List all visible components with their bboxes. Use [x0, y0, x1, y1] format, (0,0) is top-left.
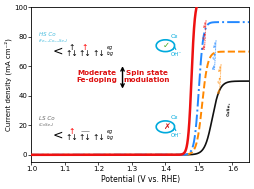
Text: Fe₀.₂Co₀.₈Se₂: Fe₀.₂Co₀.₈Se₂	[212, 38, 218, 69]
Text: HS Co: HS Co	[39, 33, 55, 37]
Text: ↑↓: ↑↓	[79, 49, 91, 58]
Text: (Fe₀.₂Co₀.₈Se₂): (Fe₀.₂Co₀.₈Se₂)	[39, 39, 68, 43]
Text: ↑↓: ↑↓	[79, 133, 91, 142]
Text: t₂g: t₂g	[107, 135, 114, 140]
Text: eg: eg	[107, 45, 113, 50]
Text: Spin state
modulation: Spin state modulation	[124, 70, 170, 83]
Text: Fe₀.₆Co₀.₄Se₂: Fe₀.₆Co₀.₄Se₂	[218, 62, 224, 93]
Text: ↑: ↑	[82, 43, 88, 52]
Text: <: <	[53, 44, 64, 57]
Text: ↑: ↑	[68, 127, 75, 136]
X-axis label: Potential (V vs. RHE): Potential (V vs. RHE)	[101, 175, 180, 184]
Text: ↑↓: ↑↓	[65, 133, 78, 142]
Text: OH⁻: OH⁻	[170, 52, 182, 57]
Text: ↑↓: ↑↓	[92, 133, 105, 142]
Text: <: <	[53, 128, 64, 141]
Text: ✗: ✗	[163, 122, 170, 131]
Text: ↑↓: ↑↓	[92, 49, 105, 58]
Text: Moderate
Fe-doping: Moderate Fe-doping	[76, 70, 117, 83]
Text: O₂: O₂	[170, 34, 178, 39]
Text: LS Co: LS Co	[39, 116, 54, 122]
Text: eg: eg	[107, 129, 113, 134]
Text: Fe₀.₄Co₀.₆Se₂: Fe₀.₄Co₀.₆Se₂	[202, 18, 208, 49]
Y-axis label: Current density (mA cm⁻²): Current density (mA cm⁻²)	[5, 38, 12, 131]
Text: O₂: O₂	[170, 115, 178, 120]
Text: ✓: ✓	[163, 41, 170, 50]
Text: (CoSe₂): (CoSe₂)	[39, 123, 54, 127]
Text: t₂g: t₂g	[107, 51, 114, 56]
Text: ↑: ↑	[68, 43, 75, 52]
Text: ↑↓: ↑↓	[65, 49, 78, 58]
Text: —: —	[81, 127, 89, 136]
Text: OH⁻: OH⁻	[170, 133, 182, 138]
Text: CoSe₂: CoSe₂	[227, 102, 231, 116]
